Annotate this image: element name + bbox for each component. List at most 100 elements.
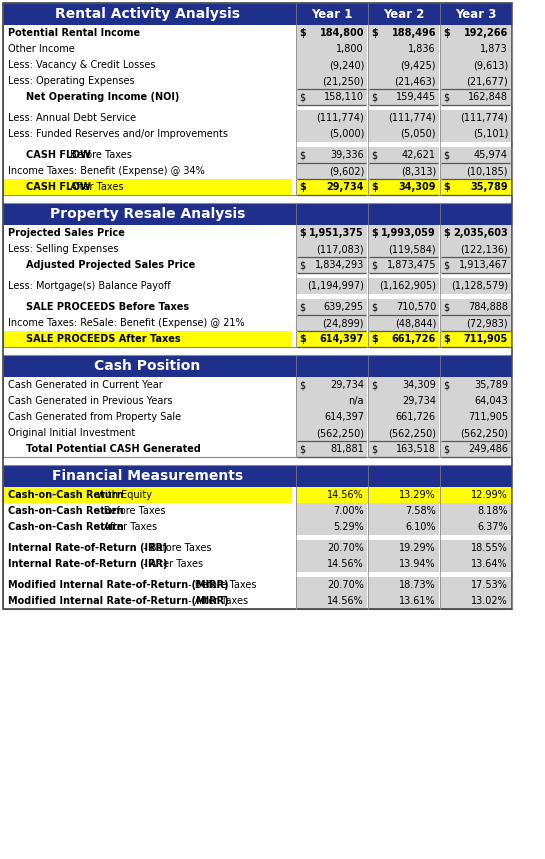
Text: Total Potential CASH Generated: Total Potential CASH Generated — [26, 444, 201, 454]
Bar — [440, 503, 511, 519]
Bar — [3, 179, 292, 195]
Bar — [368, 425, 439, 441]
Text: (5,101): (5,101) — [473, 129, 508, 139]
Bar — [3, 425, 292, 441]
Bar — [368, 225, 439, 241]
Bar — [440, 299, 511, 315]
Text: 18.55%: 18.55% — [471, 543, 508, 553]
Text: 162,848: 162,848 — [468, 92, 508, 102]
Text: 18.73%: 18.73% — [399, 580, 436, 590]
Bar — [3, 225, 292, 241]
Text: $: $ — [443, 182, 450, 192]
Text: - After Taxes: - After Taxes — [140, 559, 203, 569]
Bar — [3, 203, 512, 347]
Text: 7.00%: 7.00% — [334, 506, 364, 516]
Text: 711,905: 711,905 — [468, 412, 508, 422]
Text: 13.64%: 13.64% — [471, 559, 508, 569]
Bar — [296, 377, 367, 393]
Text: - After Taxes: - After Taxes — [185, 596, 249, 606]
Bar — [3, 278, 292, 294]
Bar — [3, 577, 292, 593]
Bar — [296, 163, 367, 179]
Bar — [296, 241, 367, 257]
Bar — [368, 519, 439, 535]
Text: (10,185): (10,185) — [467, 166, 508, 176]
Bar — [3, 355, 512, 377]
Text: 34,309: 34,309 — [402, 380, 436, 390]
Text: (1,162,905): (1,162,905) — [379, 281, 436, 291]
Bar — [3, 257, 292, 273]
Text: CASH FLOW: CASH FLOW — [26, 150, 91, 160]
Text: with Equity: with Equity — [94, 490, 153, 500]
Bar — [3, 540, 292, 556]
Text: (111,774): (111,774) — [316, 113, 364, 123]
Text: $: $ — [443, 444, 449, 454]
Bar — [3, 73, 292, 89]
Text: 1,800: 1,800 — [336, 44, 364, 54]
Bar — [368, 73, 439, 89]
Text: $: $ — [371, 228, 378, 238]
Text: $: $ — [371, 182, 378, 192]
Text: Adjusted Projected Sales Price: Adjusted Projected Sales Price — [26, 260, 195, 270]
Text: Less: Selling Expenses: Less: Selling Expenses — [8, 244, 118, 254]
Bar — [296, 225, 367, 241]
Text: Less: Operating Expenses: Less: Operating Expenses — [8, 76, 135, 86]
Text: Modified Internal Rate-of-Return (MIRR): Modified Internal Rate-of-Return (MIRR) — [8, 580, 228, 590]
Text: Year 3: Year 3 — [455, 8, 496, 21]
Bar — [3, 89, 292, 105]
Text: 45,974: 45,974 — [474, 150, 508, 160]
Bar — [3, 556, 292, 572]
Text: $: $ — [443, 228, 450, 238]
Text: 6.37%: 6.37% — [477, 522, 508, 532]
Text: (111,774): (111,774) — [460, 113, 508, 123]
Bar — [368, 331, 439, 347]
Bar — [3, 487, 292, 503]
Text: $: $ — [299, 302, 305, 312]
Bar — [440, 487, 511, 503]
Bar — [368, 241, 439, 257]
Text: (9,613): (9,613) — [473, 60, 508, 70]
Text: $: $ — [371, 150, 377, 160]
Bar — [440, 25, 511, 41]
Bar — [3, 503, 292, 519]
Text: After Taxes: After Taxes — [67, 182, 124, 192]
Text: $: $ — [443, 28, 450, 38]
Text: 1,834,293: 1,834,293 — [315, 260, 364, 270]
Text: Income Taxes: Benefit (Expense) @ 34%: Income Taxes: Benefit (Expense) @ 34% — [8, 166, 205, 176]
Text: $: $ — [443, 302, 449, 312]
Text: Less: Funded Reserves and/or Improvements: Less: Funded Reserves and/or Improvement… — [8, 129, 228, 139]
Text: - After Taxes: - After Taxes — [94, 522, 158, 532]
Text: (1,194,997): (1,194,997) — [307, 281, 364, 291]
Text: 163,518: 163,518 — [396, 444, 436, 454]
Text: $: $ — [371, 380, 377, 390]
Bar — [3, 126, 292, 142]
Bar — [440, 377, 511, 393]
Bar — [3, 441, 292, 457]
Text: - Before Taxes: - Before Taxes — [185, 580, 257, 590]
Bar — [440, 593, 511, 609]
Text: 614,397: 614,397 — [320, 334, 364, 344]
Bar — [296, 57, 367, 73]
Bar — [3, 25, 292, 41]
Bar — [368, 556, 439, 572]
Text: Rental Activity Analysis: Rental Activity Analysis — [55, 7, 240, 21]
Bar — [296, 425, 367, 441]
Text: 42,621: 42,621 — [402, 150, 436, 160]
Text: Original Initial Investment: Original Initial Investment — [8, 428, 135, 438]
Bar — [296, 110, 367, 126]
Text: 639,295: 639,295 — [324, 302, 364, 312]
Text: Financial Measurements: Financial Measurements — [52, 469, 243, 483]
Bar — [3, 315, 292, 331]
Bar — [440, 179, 511, 195]
Bar — [296, 126, 367, 142]
Bar — [3, 241, 292, 257]
Text: - Before Taxes: - Before Taxes — [140, 543, 211, 553]
Text: $: $ — [443, 150, 449, 160]
Bar — [296, 299, 367, 315]
Bar — [296, 441, 367, 457]
Bar — [440, 441, 511, 457]
Text: 29,734: 29,734 — [402, 396, 436, 406]
Text: 158,110: 158,110 — [324, 92, 364, 102]
Text: 29,734: 29,734 — [330, 380, 364, 390]
Bar — [368, 25, 439, 41]
